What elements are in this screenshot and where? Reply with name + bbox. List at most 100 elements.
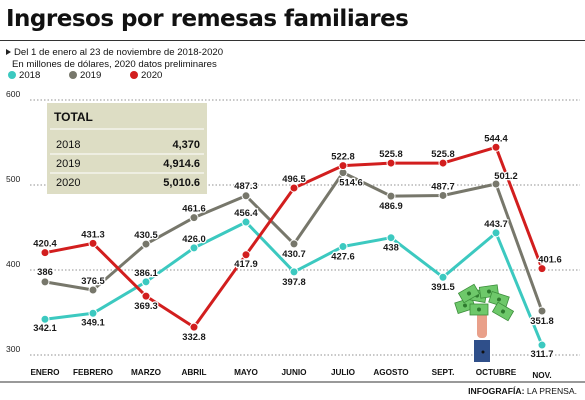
data-label-2019-10: 351.8 bbox=[530, 315, 553, 326]
data-label-2020-1: 431.3 bbox=[81, 228, 104, 239]
triangle-bullet-icon bbox=[6, 49, 11, 55]
data-label-2020-3: 332.8 bbox=[182, 331, 205, 342]
data-label-2019-3: 461.6 bbox=[182, 203, 205, 214]
point-2018-10 bbox=[537, 340, 547, 350]
point-2018-0 bbox=[40, 314, 50, 324]
x-tick-10: NOV. bbox=[532, 371, 551, 380]
chart-title: Ingresos por remesas familiares bbox=[6, 6, 409, 32]
point-2019-5 bbox=[289, 239, 299, 249]
data-label-2019-4: 487.3 bbox=[234, 180, 257, 191]
point-2018-8 bbox=[438, 272, 448, 282]
subtitle-text-1: Del 1 de enero al 23 de noviembre de 201… bbox=[14, 47, 224, 58]
data-label-2020-8: 525.8 bbox=[431, 148, 454, 159]
data-label-2018-9: 443.7 bbox=[484, 218, 507, 229]
point-2020-9 bbox=[491, 142, 501, 152]
money-hand-icon bbox=[454, 283, 515, 362]
point-2018-3 bbox=[189, 243, 199, 253]
point-2018-2 bbox=[141, 277, 151, 287]
legend-item-2018: 2018 bbox=[8, 70, 40, 81]
legend-label-2020: 2020 bbox=[141, 70, 163, 81]
data-label-2020-5: 496.5 bbox=[282, 173, 305, 184]
x-tick-3: ABRIL bbox=[181, 368, 206, 377]
point-2020-2 bbox=[141, 291, 151, 301]
data-label-2020-6: 522.8 bbox=[331, 151, 354, 162]
subtitle-line-2: En millones de dólares, 2020 datos preli… bbox=[12, 59, 217, 70]
point-2018-5 bbox=[289, 267, 299, 277]
totals-year-2020: 2020 bbox=[56, 177, 80, 189]
point-2018-9 bbox=[491, 228, 501, 238]
x-tick-5: JUNIO bbox=[281, 368, 307, 377]
data-label-2018-6: 427.6 bbox=[331, 251, 354, 262]
y-tick-500: 500 bbox=[6, 174, 20, 184]
x-tick-2: MARZO bbox=[131, 368, 162, 377]
data-label-2018-8: 391.5 bbox=[431, 281, 454, 292]
data-label-2020-2: 369.3 bbox=[134, 300, 157, 311]
data-label-2019-0: 386 bbox=[37, 266, 53, 277]
credit-label: INFOGRAFÍA: bbox=[468, 386, 525, 396]
data-label-2018-5: 397.8 bbox=[282, 276, 305, 287]
x-tick-1: FEBRERO bbox=[73, 368, 114, 377]
point-2018-7 bbox=[386, 233, 396, 243]
totals-title: TOTAL bbox=[54, 110, 93, 124]
point-2019-7 bbox=[386, 191, 396, 201]
x-tick-8: SEPT. bbox=[432, 368, 455, 377]
point-2020-8 bbox=[438, 158, 448, 168]
data-label-2019-8: 487.7 bbox=[431, 180, 454, 191]
credit-source: LA PRENSA. bbox=[526, 386, 577, 396]
legend-dot-2020 bbox=[130, 71, 139, 79]
x-tick-6: JULIO bbox=[331, 368, 356, 377]
totals-year-2018: 2018 bbox=[56, 139, 80, 151]
point-2018-6 bbox=[338, 242, 348, 252]
totals-value-2019: 4,914.6 bbox=[163, 158, 200, 170]
legend-item-2019: 2019 bbox=[69, 70, 101, 81]
x-tick-4: MAYO bbox=[234, 368, 258, 377]
point-2020-0 bbox=[40, 248, 50, 258]
point-2020-6 bbox=[338, 161, 348, 171]
data-label-2019-1: 376.5 bbox=[81, 275, 104, 286]
data-label-2020-7: 525.8 bbox=[379, 148, 402, 159]
data-label-2018-0: 342.1 bbox=[33, 322, 56, 333]
x-tick-9: OCTUBRE bbox=[476, 368, 517, 377]
subtitle-line-1: Del 1 de enero al 23 de noviembre de 201… bbox=[6, 47, 223, 59]
totals-box bbox=[47, 103, 207, 194]
data-label-2018-3: 426.0 bbox=[182, 233, 205, 244]
point-2019-3 bbox=[189, 213, 199, 223]
data-label-2019-7: 486.9 bbox=[379, 200, 402, 211]
data-label-2020-9: 544.4 bbox=[484, 132, 508, 143]
data-label-2019-2: 430.5 bbox=[134, 229, 157, 240]
data-label-2019-5: 430.7 bbox=[282, 248, 305, 259]
x-tick-0: ENERO bbox=[30, 368, 60, 377]
data-label-2018-4: 456.4 bbox=[234, 207, 258, 218]
data-label-2020-4: 417.9 bbox=[234, 258, 257, 269]
point-2020-1 bbox=[88, 238, 98, 248]
point-2018-1 bbox=[88, 308, 98, 318]
point-2019-10 bbox=[537, 306, 547, 316]
y-tick-400: 400 bbox=[6, 259, 20, 269]
legend: 2018 2019 2020 bbox=[8, 70, 188, 81]
totals-year-2019: 2019 bbox=[56, 158, 80, 170]
point-2019-9 bbox=[491, 179, 501, 189]
data-label-2019-6: 514.6 bbox=[339, 177, 362, 188]
y-tick-600: 600 bbox=[6, 89, 20, 99]
x-tick-7: AGOSTO bbox=[373, 368, 409, 377]
y-tick-300: 300 bbox=[6, 344, 20, 354]
legend-item-2020: 2020 bbox=[130, 70, 162, 81]
point-2019-2 bbox=[141, 239, 151, 249]
point-2019-4 bbox=[241, 191, 251, 201]
totals-value-2018: 4,370 bbox=[172, 139, 200, 151]
data-label-2018-2: 386.1 bbox=[134, 267, 157, 278]
data-label-2020-0: 420.4 bbox=[33, 238, 57, 249]
legend-label-2018: 2018 bbox=[19, 70, 41, 81]
data-label-2019-9: 501.2 bbox=[494, 170, 517, 181]
data-label-2020-10: 401.6 bbox=[538, 254, 561, 265]
totals-value-2020: 5,010.6 bbox=[163, 177, 200, 189]
point-2020-7 bbox=[386, 158, 396, 168]
point-2020-5 bbox=[289, 183, 299, 193]
point-2019-1 bbox=[88, 285, 98, 295]
legend-dot-2019 bbox=[69, 71, 78, 79]
data-label-2018-7: 438 bbox=[383, 242, 399, 253]
point-2019-8 bbox=[438, 190, 448, 200]
credit: INFOGRAFÍA: LA PRENSA. bbox=[468, 386, 577, 396]
point-2020-4 bbox=[241, 250, 251, 260]
